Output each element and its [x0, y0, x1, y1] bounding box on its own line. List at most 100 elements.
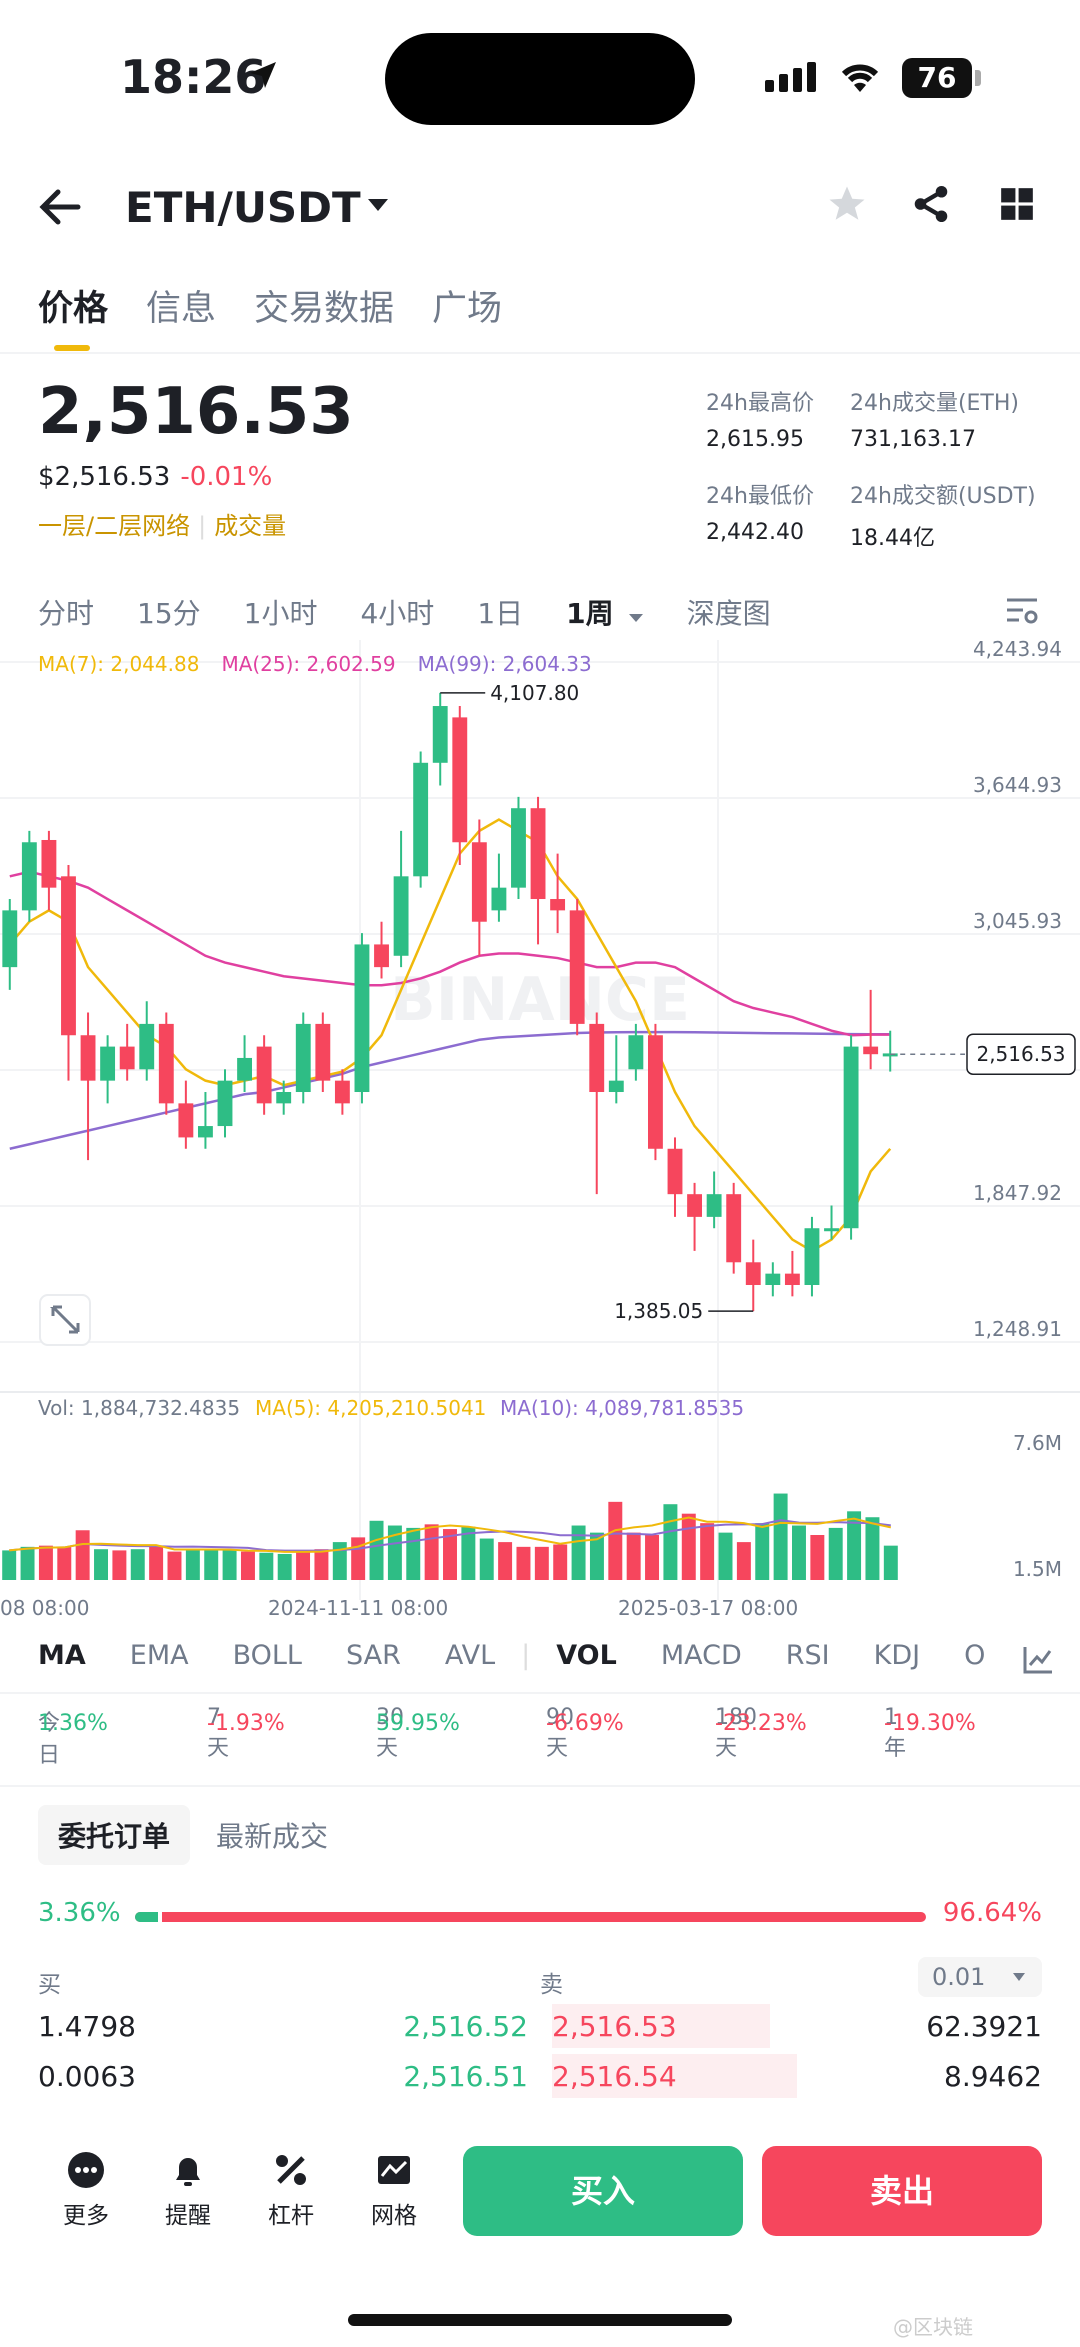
tab-price[interactable]: 价格	[38, 280, 108, 351]
leverage-label: 杠杆	[268, 2203, 314, 2229]
ind-vol[interactable]: VOL	[556, 1640, 617, 1671]
star-icon[interactable]	[826, 183, 868, 225]
buy-button[interactable]: 买入	[463, 2146, 743, 2236]
grid-button[interactable]: 网格	[354, 2150, 434, 2230]
grid-label: 网格	[371, 2203, 417, 2229]
more-button[interactable]: 更多	[46, 2150, 126, 2230]
leverage-button[interactable]: 杠杆	[251, 2150, 331, 2230]
share-icon[interactable]	[910, 183, 952, 225]
grid-menu-icon[interactable]	[998, 185, 1036, 223]
candle-body	[354, 944, 370, 1093]
status-time: 18:26	[120, 50, 267, 104]
tf-4h[interactable]: 4小时	[360, 597, 435, 630]
pair-header: ETH/USDT	[0, 165, 1080, 255]
perf-value: -6.69%	[546, 1711, 624, 1736]
grid-bot-icon	[378, 2156, 410, 2184]
chart-settings-icon[interactable]	[1005, 596, 1039, 626]
tab-info[interactable]: 信息	[146, 289, 217, 329]
ma-legend: MA(7): 2,044.88 MA(25): 2,602.59 MA(99):…	[38, 652, 592, 676]
status-bar: 18:26 76	[0, 0, 1080, 150]
ind-avl[interactable]: AVL	[444, 1640, 496, 1671]
ind-ma[interactable]: MA	[38, 1640, 86, 1671]
volume-bar	[792, 1525, 806, 1580]
precision-select[interactable]: 0.01	[918, 1957, 1042, 1997]
candle-body	[295, 1023, 311, 1093]
volume-bar	[553, 1544, 568, 1580]
caret-down-icon[interactable]	[366, 197, 390, 213]
perf-label: 今日	[38, 1711, 61, 1768]
back-arrow-icon[interactable]	[38, 187, 82, 227]
vol-ma5-line	[9, 1516, 892, 1553]
tab-recent-trades[interactable]: 最新成交	[216, 1820, 329, 1853]
tab-square[interactable]: 广场	[432, 289, 503, 329]
tf-time[interactable]: 分时	[38, 597, 95, 630]
candle-body	[119, 1046, 135, 1070]
tf-1h[interactable]: 1小时	[243, 597, 318, 630]
tf-15m[interactable]: 15分	[137, 597, 201, 630]
volume-bar	[883, 1545, 898, 1580]
x-tick-label: 08 08:00	[0, 1596, 89, 1620]
candle-body	[413, 762, 429, 877]
volume-bar	[94, 1549, 108, 1580]
volume-bar	[259, 1552, 274, 1580]
ma99-line	[9, 1030, 891, 1150]
tf-1w[interactable]: 1周	[566, 592, 643, 632]
ind-sar[interactable]: SAR	[345, 1640, 401, 1671]
ma7-label: MA(7): 2,044.88	[38, 652, 200, 676]
candle-body	[863, 1046, 879, 1055]
volume-bar	[516, 1546, 531, 1580]
y-tick-label: 3,644.93	[973, 773, 1062, 797]
candle-body	[21, 842, 37, 911]
volume-bar	[718, 1532, 733, 1580]
tag-volume[interactable]: 成交量	[214, 512, 287, 540]
divider	[0, 352, 1080, 354]
cellular-signal-icon	[765, 62, 816, 92]
candle-body	[198, 1126, 213, 1138]
ind-boll[interactable]: BOLL	[232, 1640, 302, 1671]
perf-value: -1.93%	[207, 1711, 285, 1736]
candle-body	[100, 1046, 116, 1081]
book-tabs: 委托订单 最新成交	[38, 1805, 328, 1865]
tab-order-book[interactable]: 委托订单	[38, 1805, 191, 1865]
expand-icon	[50, 1305, 80, 1334]
bid-qty: 0.0063	[38, 2060, 136, 2093]
ask-price: 2,516.53	[552, 2010, 677, 2043]
volume-bar	[645, 1535, 660, 1580]
tf-1d[interactable]: 1日	[477, 597, 524, 630]
vol-eth-label: 24h成交量(ETH)	[850, 391, 1019, 416]
vol-ma10-label: MA(10): 4,089,781.8535	[500, 1396, 744, 1420]
wifi-icon	[841, 64, 879, 92]
sell-button[interactable]: 卖出	[762, 2146, 1042, 2236]
ind-rsi[interactable]: RSI	[785, 1640, 830, 1671]
alert-button[interactable]: 提醒	[148, 2150, 228, 2230]
divider	[0, 1692, 1080, 1694]
book-row[interactable]: 0.0063 2,516.51 2,516.54 8.9462	[38, 2054, 1042, 2104]
pair-selector[interactable]: ETH/USDT	[125, 183, 361, 232]
vol-label: Vol: 1,884,732.4835	[38, 1396, 240, 1420]
y-tick-label: 3,045.93	[973, 909, 1062, 933]
volume-bar	[296, 1550, 311, 1580]
ind-kdj[interactable]: KDJ	[873, 1640, 921, 1671]
indicator-settings-icon[interactable]	[1022, 1645, 1054, 1675]
candle-body	[824, 1228, 839, 1232]
tf-depth[interactable]: 深度图	[686, 597, 771, 630]
book-row[interactable]: 1.4798 2,516.52 2,516.53 62.3921	[38, 2004, 1042, 2054]
volume-bar	[443, 1529, 457, 1580]
volume-bar	[608, 1501, 623, 1580]
candle-body	[687, 1194, 702, 1217]
ind-macd[interactable]: MACD	[660, 1640, 742, 1671]
volume-bar	[773, 1493, 788, 1580]
volume-bar	[369, 1520, 384, 1580]
low-label: 24h最低价	[706, 484, 814, 509]
tab-trading-data[interactable]: 交易数据	[254, 289, 395, 329]
volume-bar	[277, 1553, 292, 1580]
perf-label: 30 天	[376, 1705, 404, 1761]
candle-body	[628, 1035, 644, 1070]
tag-layer[interactable]: 一层/二层网络	[38, 512, 191, 540]
price-chart[interactable]: BINANCE 4,243.94 3,644.93 3,045.93 1,847.92 1…	[0, 640, 1080, 1640]
alert-label: 提醒	[165, 2203, 211, 2229]
more-dots-icon	[68, 2152, 104, 2188]
ind-ema[interactable]: EMA	[129, 1640, 189, 1671]
ind-more[interactable]: O	[964, 1640, 986, 1671]
low-value: 2,442.40	[706, 520, 804, 545]
